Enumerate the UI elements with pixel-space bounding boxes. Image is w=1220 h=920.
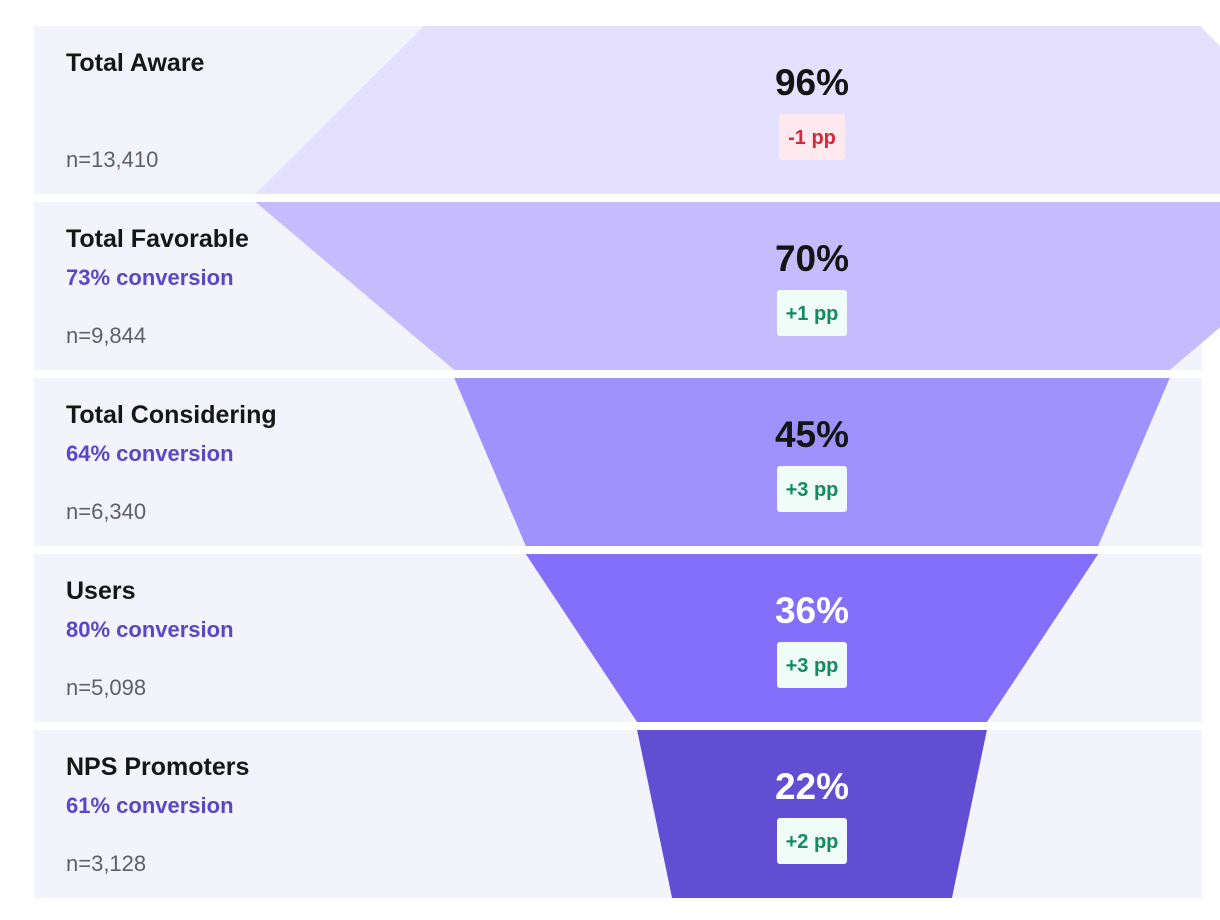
stage-row-background bbox=[34, 730, 1202, 898]
stage-percentage: 22% bbox=[775, 766, 849, 807]
change-badge-label: +2 pp bbox=[786, 831, 839, 853]
funnel-segment bbox=[637, 730, 987, 898]
change-badge bbox=[777, 290, 847, 336]
change-badge-label: +3 pp bbox=[786, 655, 839, 677]
stage-percentage: 36% bbox=[775, 590, 849, 631]
change-badge bbox=[777, 818, 847, 864]
change-badge-label: +1 pp bbox=[786, 303, 839, 325]
stage-conversion: 80% conversion bbox=[66, 617, 234, 642]
stage-label: Users bbox=[66, 577, 136, 605]
funnel-segment bbox=[454, 378, 1170, 546]
stage-sample-size: n=5,098 bbox=[66, 675, 146, 700]
funnel-stage: Users 80% conversion n=5,098 36% +3 pp bbox=[34, 554, 1202, 722]
stage-percentage: 70% bbox=[775, 238, 849, 279]
stage-label: Total Considering bbox=[66, 401, 277, 429]
change-badge bbox=[777, 466, 847, 512]
stage-conversion: 64% conversion bbox=[66, 441, 234, 466]
funnel-stage: NPS Promoters 61% conversion n=3,128 22% +2 … bbox=[34, 730, 1202, 898]
stage-sample-size: n=6,340 bbox=[66, 499, 146, 524]
funnel-segment bbox=[255, 26, 1220, 194]
change-badge-label: +3 pp bbox=[786, 479, 839, 501]
stage-label: Total Aware bbox=[66, 49, 205, 77]
funnel-stage: Total Aware n=13,410 96% -1 pp bbox=[34, 26, 1220, 194]
change-badge-label: -1 pp bbox=[788, 127, 836, 149]
stage-conversion: 73% conversion bbox=[66, 265, 234, 290]
funnel-segment bbox=[525, 554, 1099, 722]
stage-label: Total Favorable bbox=[66, 225, 249, 253]
stage-conversion: 61% conversion bbox=[66, 793, 234, 818]
change-badge bbox=[777, 642, 847, 688]
stage-percentage: 45% bbox=[775, 414, 849, 455]
stage-sample-size: n=13,410 bbox=[66, 147, 158, 172]
change-badge bbox=[779, 114, 845, 160]
stage-percentage: 96% bbox=[775, 62, 849, 103]
funnel-stage: Total Favorable 73% conversion n=9,844 70% +… bbox=[34, 202, 1220, 370]
stage-sample-size: n=3,128 bbox=[66, 851, 146, 876]
funnel-segment bbox=[255, 202, 1220, 370]
stage-label: NPS Promoters bbox=[66, 753, 249, 781]
funnel-stage: Total Considering 64% conversion n=6,340 45… bbox=[34, 378, 1202, 546]
stage-sample-size: n=9,844 bbox=[66, 323, 146, 348]
